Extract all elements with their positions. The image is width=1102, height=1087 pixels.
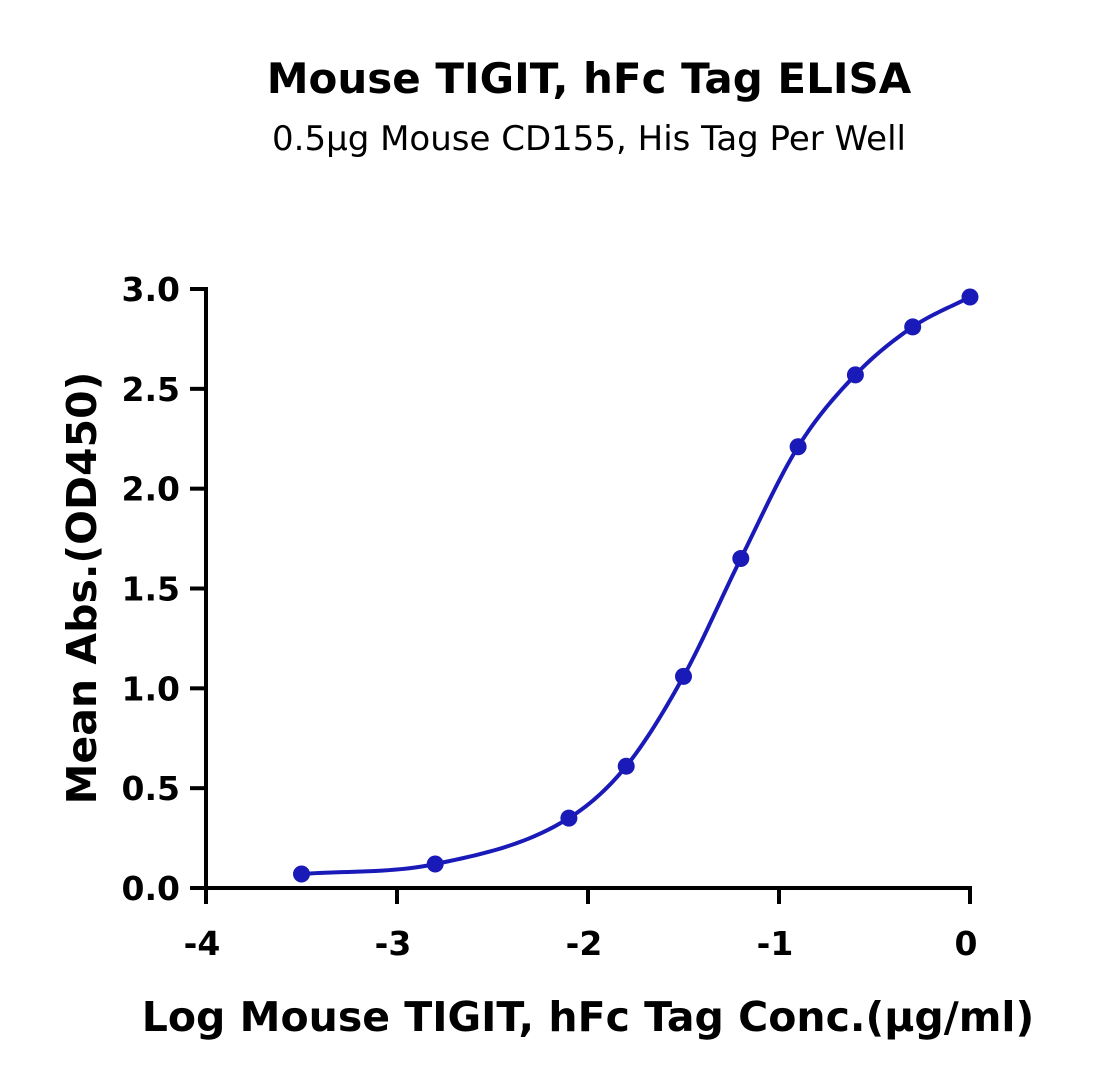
data-point	[732, 550, 750, 568]
y-tick-label: 0.5	[122, 769, 180, 808]
chart-subtitle: 0.5μg Mouse CD155, His Tag Per Well	[272, 119, 906, 159]
data-point	[617, 757, 635, 775]
y-tick-label: 1.0	[122, 669, 180, 708]
fit-curve	[301, 295, 971, 877]
fit-curve-layer	[301, 295, 971, 877]
y-axis: 0.0 0.5 1.0 1.5 2.0 2.5 3.0	[122, 270, 208, 908]
x-tick-label: -3	[375, 924, 412, 963]
data-point	[675, 667, 692, 685]
x-tick-label: -4	[184, 924, 221, 963]
data-points-layer	[293, 288, 979, 883]
data-point	[789, 438, 807, 456]
y-tick-label: 1.5	[122, 570, 180, 609]
x-axis-label: Log Mouse TIGIT, hFc Tag Conc.(μg/ml)	[142, 993, 1034, 1041]
y-axis-label: Mean Abs.(OD450)	[58, 372, 106, 805]
data-point	[904, 318, 922, 336]
y-tick-label: 0.0	[122, 869, 180, 908]
x-axis: -4 -3 -2 -1 0	[184, 886, 978, 963]
y-tick-label: 3.0	[122, 270, 180, 309]
data-point	[560, 809, 578, 827]
x-tick-label: 0	[955, 924, 978, 963]
y-tick-label: 2.0	[122, 470, 180, 509]
data-point	[846, 366, 864, 384]
data-point	[961, 288, 979, 306]
chart-title: Mouse TIGIT, hFc Tag ELISA	[267, 54, 912, 103]
data-point	[426, 855, 444, 873]
data-point	[293, 865, 310, 883]
x-tick-label: -1	[757, 924, 794, 963]
y-tick-label: 2.5	[122, 370, 180, 409]
x-tick-label: -2	[566, 924, 603, 963]
